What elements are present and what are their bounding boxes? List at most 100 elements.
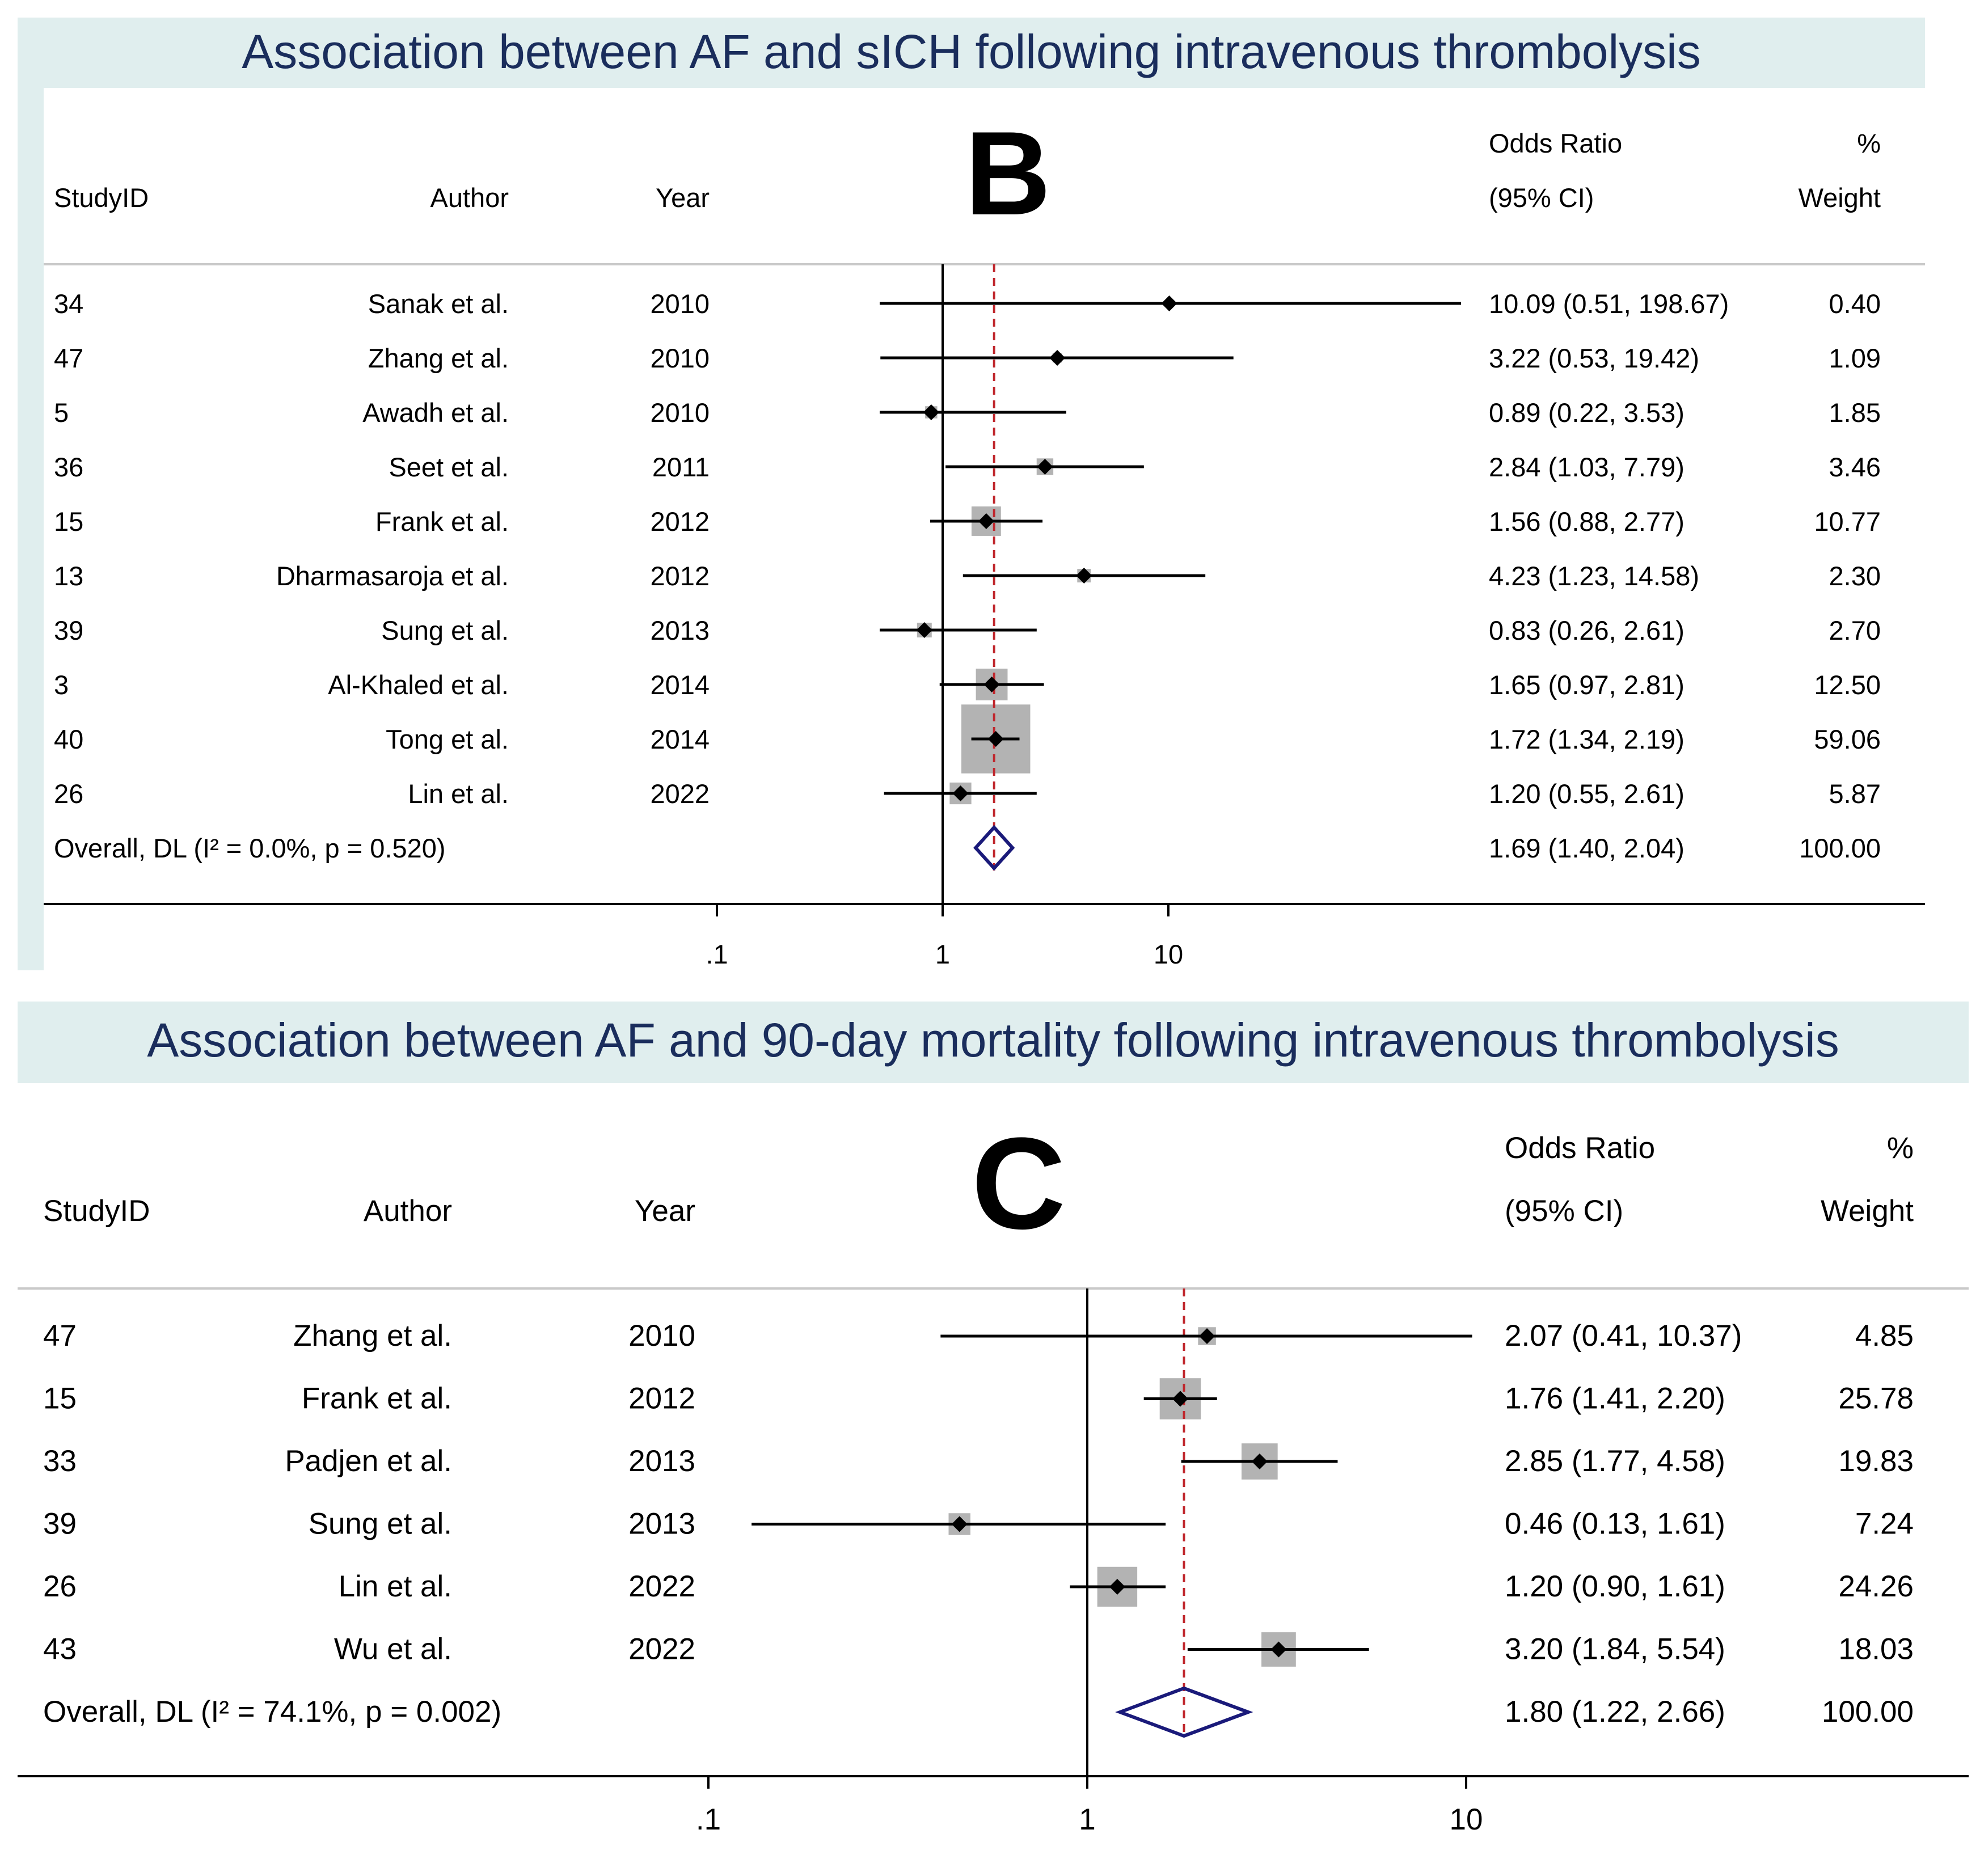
study-author: Dharmasaroja et al. [276, 561, 509, 591]
panel-title: Association between AF and 90-day mortal… [147, 1013, 1839, 1067]
study-id: 3 [54, 670, 69, 700]
column-header-year: Year [656, 183, 710, 213]
point-estimate [1199, 1328, 1215, 1344]
study-weight: 0.40 [1829, 289, 1881, 319]
column-header-author: Author [430, 183, 509, 213]
study-year: 2013 [628, 1507, 695, 1541]
plot-area [18, 1083, 1969, 1858]
study-id: 43 [43, 1633, 77, 1666]
overall-diamond [973, 825, 1015, 871]
study-year: 2013 [628, 1444, 695, 1478]
study-weight: 2.30 [1829, 561, 1881, 591]
forest-plot-c: C StudyID Author Year Odds Ratio (95% CI)% Wei… [18, 1083, 1969, 1858]
forest-plot-b: B StudyID Author Year Odds Ratio (95% CI)% Wei… [44, 88, 1925, 970]
point-estimate [1251, 1454, 1268, 1469]
column-header-percent: % [1887, 1131, 1914, 1165]
study-odds-ratio-ci: 1.56 (0.88, 2.77) [1489, 506, 1685, 536]
study-odds-ratio-ci: 0.46 (0.13, 1.61) [1505, 1507, 1725, 1541]
study-id: 26 [43, 1570, 77, 1603]
study-id: 47 [43, 1319, 77, 1353]
study-author: Awadh et al. [362, 398, 509, 428]
study-author: Zhang et al. [293, 1319, 452, 1353]
study-odds-ratio-ci: 1.20 (0.55, 2.61) [1489, 779, 1685, 809]
study-id: 39 [54, 615, 83, 645]
study-weight: 12.50 [1814, 670, 1881, 700]
study-year: 2010 [650, 289, 710, 319]
x-tick-label: 1 [1079, 1803, 1095, 1836]
study-year: 2012 [628, 1382, 695, 1416]
point-estimate [1109, 1579, 1125, 1595]
study-year: 2022 [650, 779, 710, 809]
point-estimate [1076, 568, 1092, 584]
study-author: Tong et al. [386, 724, 509, 754]
study-odds-ratio-ci: 4.23 (1.23, 14.58) [1489, 561, 1699, 591]
study-weight: 5.87 [1829, 779, 1881, 809]
column-header-odds-ratio: Odds Ratio [1489, 128, 1622, 158]
study-year: 2012 [650, 506, 710, 536]
study-weight: 25.78 [1838, 1382, 1914, 1416]
study-weight: 18.03 [1838, 1633, 1914, 1666]
study-year: 2022 [628, 1633, 695, 1666]
column-header-studyid: StudyID [43, 1194, 150, 1228]
study-author: Wu et al. [334, 1633, 452, 1666]
column-header-weight: Weight [1799, 183, 1881, 213]
study-id: 15 [54, 506, 83, 536]
study-year: 2010 [650, 343, 710, 373]
study-year: 2011 [652, 452, 710, 482]
study-id: 40 [54, 724, 83, 754]
column-header-weight: Weight [1821, 1194, 1914, 1228]
point-estimate [923, 404, 939, 420]
x-tick-label: 10 [1450, 1803, 1483, 1836]
study-author: Al-Khaled et al. [328, 670, 509, 700]
x-tick-label: 10 [1154, 939, 1183, 969]
study-author: Sung et al. [309, 1507, 452, 1541]
study-author: Padjen et al. [285, 1444, 452, 1478]
point-estimate [983, 677, 1000, 692]
overall-diamond [1115, 1686, 1253, 1738]
study-id: 33 [43, 1444, 77, 1478]
study-odds-ratio-ci: 1.76 (1.41, 2.20) [1505, 1382, 1725, 1416]
study-weight: 4.85 [1855, 1319, 1914, 1353]
study-id: 15 [43, 1382, 77, 1416]
study-id: 5 [54, 398, 69, 428]
point-estimate [952, 785, 969, 801]
study-weight: 10.77 [1814, 506, 1881, 536]
overall-weight: 100.00 [1822, 1695, 1914, 1729]
column-header-author: Author [364, 1194, 452, 1228]
forest-panel-b: Association between AF and sICH followin… [18, 18, 1925, 970]
panel-letter: B [965, 107, 1051, 240]
point-estimate [978, 513, 994, 529]
study-author: Lin et al. [339, 1570, 452, 1603]
study-weight: 3.46 [1829, 452, 1881, 482]
study-author: Frank et al. [302, 1382, 452, 1416]
overall-odds-ratio-ci: 1.69 (1.40, 2.04) [1489, 833, 1685, 863]
overall-label: Overall, DL (I² = 74.1%, p = 0.002) [43, 1695, 501, 1729]
x-tick-label: .1 [706, 939, 728, 969]
study-id: 26 [54, 779, 83, 809]
column-header-ci: (95% CI) [1505, 1194, 1623, 1228]
panel-letter: C [972, 1110, 1066, 1256]
study-year: 2014 [650, 670, 710, 700]
study-year: 2010 [650, 398, 710, 428]
column-header-studyid: StudyID [54, 183, 149, 213]
study-author: Lin et al. [408, 779, 509, 809]
study-year: 2012 [650, 561, 710, 591]
study-author: Frank et al. [375, 506, 509, 536]
study-author: Sanak et al. [368, 289, 509, 319]
study-id: 34 [54, 289, 83, 319]
point-estimate [951, 1516, 968, 1532]
point-estimate [1049, 350, 1066, 366]
point-estimate [1037, 459, 1053, 475]
column-header-percent: % [1857, 128, 1881, 158]
column-header-year: Year [635, 1194, 695, 1228]
study-weight: 59.06 [1814, 724, 1881, 754]
study-odds-ratio-ci: 1.20 (0.90, 1.61) [1505, 1570, 1725, 1603]
study-id: 39 [43, 1507, 77, 1541]
study-weight: 24.26 [1838, 1570, 1914, 1603]
overall-label: Overall, DL (I² = 0.0%, p = 0.520) [54, 833, 446, 863]
study-odds-ratio-ci: 3.20 (1.84, 5.54) [1505, 1633, 1725, 1666]
study-id: 47 [54, 343, 83, 373]
study-odds-ratio-ci: 2.07 (0.41, 10.37) [1505, 1319, 1742, 1353]
study-year: 2014 [650, 724, 710, 754]
study-year: 2013 [650, 615, 710, 645]
